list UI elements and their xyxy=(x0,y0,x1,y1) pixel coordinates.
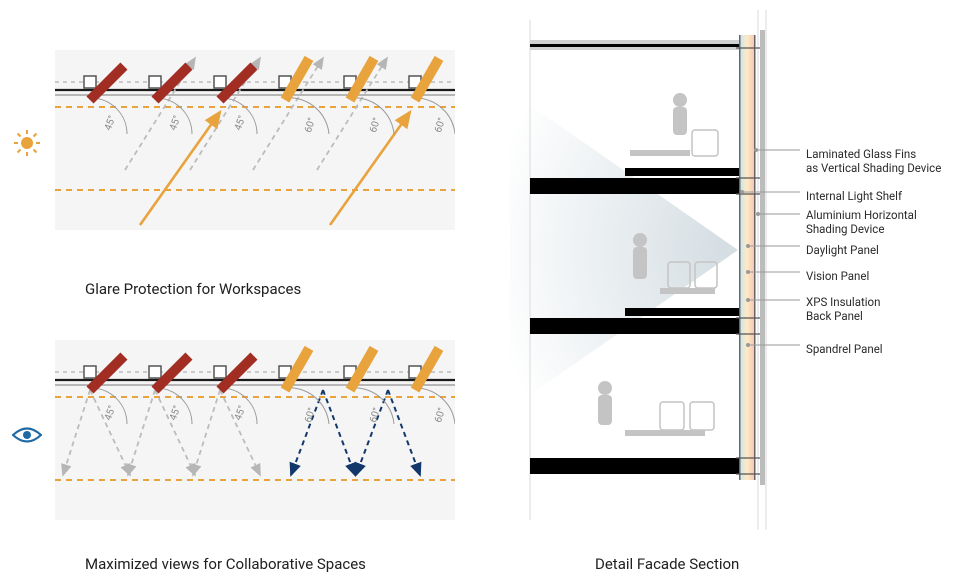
callout-xps: XPS Insulation Back Panel xyxy=(806,295,880,324)
callout-daylight: Daylight Panel xyxy=(806,243,879,257)
callout-vision: Vision Panel xyxy=(806,269,869,283)
svg-text:45°: 45° xyxy=(233,114,249,132)
left-column: 45° 45° 45° 60° 60° 60° Glare Protection… xyxy=(0,0,500,583)
caption-section: Detail Facade Section xyxy=(595,555,739,573)
facade-section-diagram xyxy=(510,0,960,560)
svg-text:60°: 60° xyxy=(433,116,448,134)
glare-panel: 45° 45° 45° 60° 60° 60° xyxy=(55,50,455,230)
svg-text:45°: 45° xyxy=(103,114,119,132)
callout-spandrel: Spandrel Panel xyxy=(806,342,883,356)
callout-light-shelf: Internal Light Shelf xyxy=(806,189,902,203)
svg-text:45°: 45° xyxy=(168,114,184,132)
svg-text:60°: 60° xyxy=(303,116,318,134)
right-column: Laminated Glass Fins as Vertical Shading… xyxy=(510,0,960,583)
glare-diagram: 45° 45° 45° 60° 60° 60° xyxy=(55,50,455,230)
svg-text:45°: 45° xyxy=(233,404,249,422)
caption-glare: Glare Protection for Workspaces xyxy=(85,280,301,298)
views-diagram: 45° 45° 45° 60° 60° 60° xyxy=(55,340,455,520)
sun-icon xyxy=(12,128,42,158)
callout-glass-fins: Laminated Glass Fins as Vertical Shading… xyxy=(806,147,941,176)
views-panel: 45° 45° 45° 60° 60° 60° xyxy=(55,340,455,520)
svg-text:45°: 45° xyxy=(103,404,119,422)
caption-views: Maximized views for Collaborative Spaces xyxy=(85,555,366,573)
svg-text:60°: 60° xyxy=(368,116,383,134)
svg-text:45°: 45° xyxy=(168,404,184,422)
eye-icon xyxy=(12,420,42,450)
svg-text:60°: 60° xyxy=(433,406,448,424)
callout-alum-shading: Aluminium Horizontal Shading Device xyxy=(806,208,917,237)
